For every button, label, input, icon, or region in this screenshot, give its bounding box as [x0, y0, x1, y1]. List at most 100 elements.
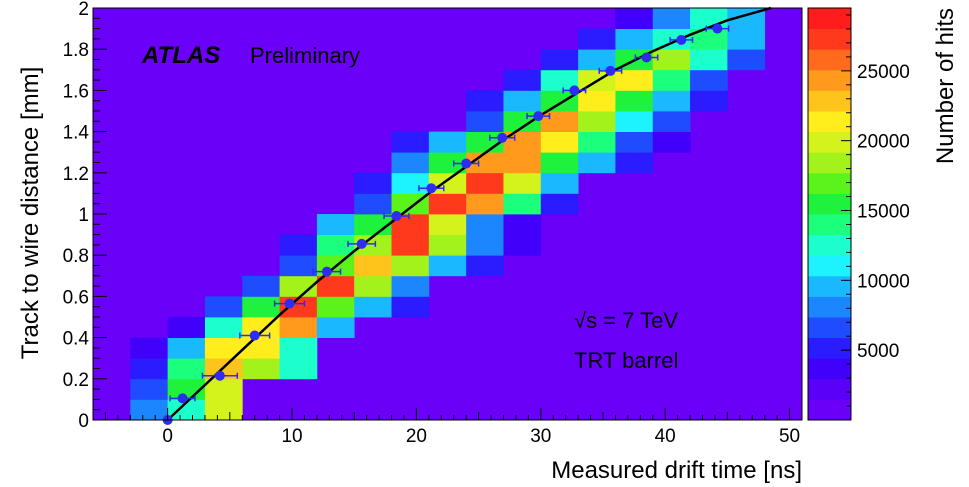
heatmap-cell [391, 296, 430, 318]
heatmap-cell [615, 111, 654, 132]
heatmap-cell [466, 111, 504, 132]
color-scale-swatch [808, 358, 851, 380]
profile-point [533, 111, 544, 122]
profile-point [249, 330, 260, 341]
y-tick-label: 0.4 [63, 329, 90, 350]
heatmap-cell [316, 317, 355, 338]
y-tick-label: 0.2 [63, 370, 89, 391]
heatmap-cell [354, 296, 392, 318]
y-tick-label: 1.2 [63, 164, 89, 185]
heatmap-cell [242, 296, 280, 318]
atlas-label: ATLAS [141, 42, 220, 69]
color-scale-label: 20000 [857, 132, 910, 153]
heatmap-cell [391, 193, 430, 215]
heatmap-cell [167, 358, 206, 380]
x-axis: 0 10 20 30 40 50 [104, 408, 800, 447]
heatmap-cell [540, 90, 579, 112]
heatmap-cell [354, 193, 392, 215]
profile-point [569, 85, 580, 96]
heatmap-cell [316, 275, 355, 297]
color-scale-swatch [808, 8, 851, 30]
heatmap-cell [354, 275, 392, 297]
x-tick-label: 40 [655, 426, 676, 447]
heatmap-cell [690, 8, 728, 29]
heatmap-cell [279, 337, 318, 359]
heatmap-cell [130, 378, 169, 400]
y-axis-title: Track to wire distance [mm] [17, 67, 44, 360]
heatmap-cell [615, 131, 654, 153]
heatmap-cell [279, 317, 318, 338]
heatmap-cell [391, 275, 430, 297]
heatmap-cell [652, 8, 691, 29]
heatmap-cell [428, 234, 467, 256]
heatmap-cell [615, 69, 654, 91]
heatmap-cell [167, 399, 206, 421]
heatmap-cell [540, 193, 579, 215]
color-scale-swatch [808, 317, 851, 339]
heatmap-cell [615, 28, 654, 50]
color-scale-swatch [808, 131, 851, 153]
color-scale-swatch [808, 275, 851, 297]
heatmap-cell [540, 69, 579, 91]
heatmap-cell [354, 172, 392, 194]
heatmap-cell [279, 255, 318, 277]
heatmap-cell [204, 399, 243, 421]
heatmap-cell [428, 255, 467, 277]
color-scale-frame [807, 7, 852, 421]
color-scale: 5000 10000 15000 20000 25000 [807, 7, 910, 421]
color-scale-title: Number of hits [932, 8, 959, 164]
color-scale-swatch [808, 399, 851, 421]
heatmap-cell [130, 337, 169, 359]
color-scale-swatch [808, 172, 851, 194]
heatmap-cell [391, 172, 430, 194]
heatmap-cell [204, 296, 243, 318]
heatmap-cell [354, 255, 392, 277]
heatmap-cell [316, 214, 355, 235]
x-tick-label: 30 [530, 426, 551, 447]
profile-point [461, 158, 472, 169]
heatmap-cell [503, 131, 542, 153]
heatmap-cell [578, 90, 616, 112]
color-scale-label: 5000 [857, 341, 899, 362]
x-tick-label: 20 [406, 426, 427, 447]
color-scale-swatch [808, 69, 851, 91]
x-axis-title: Measured drift time [ns] [551, 457, 802, 484]
heatmap-cell [204, 378, 243, 400]
detector-label: TRT barrel [574, 348, 678, 373]
profile-points-layer [162, 23, 730, 425]
y-tick-label: 1.4 [63, 123, 90, 144]
heatmap-cell [316, 296, 355, 318]
color-scale-swatch [808, 90, 851, 112]
profile-point [177, 393, 188, 404]
heatmap-cell [428, 193, 467, 215]
heatmap-cell [428, 152, 467, 174]
heatmap-cell [466, 152, 504, 174]
heatmap-cell [690, 69, 728, 91]
y-tick-label: 1 [78, 205, 89, 226]
profile-point [214, 370, 225, 381]
heatmap-cell [391, 234, 430, 256]
heatmap-cell [503, 69, 542, 91]
heatmap-cell [690, 28, 728, 50]
profile-point [641, 52, 652, 63]
heatmap-cell [652, 90, 691, 112]
heatmap-cell [428, 214, 467, 235]
heatmap-cell [690, 90, 728, 112]
x-tick-label: 50 [779, 426, 800, 447]
profile-point [284, 298, 295, 309]
heatmap-cell [279, 234, 318, 256]
heatmap-cell [466, 172, 504, 194]
heatmap-cell [130, 399, 169, 421]
heatmap-cell [466, 255, 504, 277]
profile-point [676, 34, 687, 45]
heatmap-cell [466, 90, 504, 112]
profile-point [321, 266, 332, 277]
profile-point [712, 23, 723, 34]
heatmap-cell [503, 214, 542, 235]
heatmap-cell [242, 275, 280, 297]
color-scale-swatch [808, 378, 851, 400]
color-scale-swatch [808, 255, 851, 277]
energy-label: √s = 7 TeV [574, 308, 678, 333]
heatmap-cell [652, 49, 691, 71]
color-scale-swatch [808, 214, 851, 236]
